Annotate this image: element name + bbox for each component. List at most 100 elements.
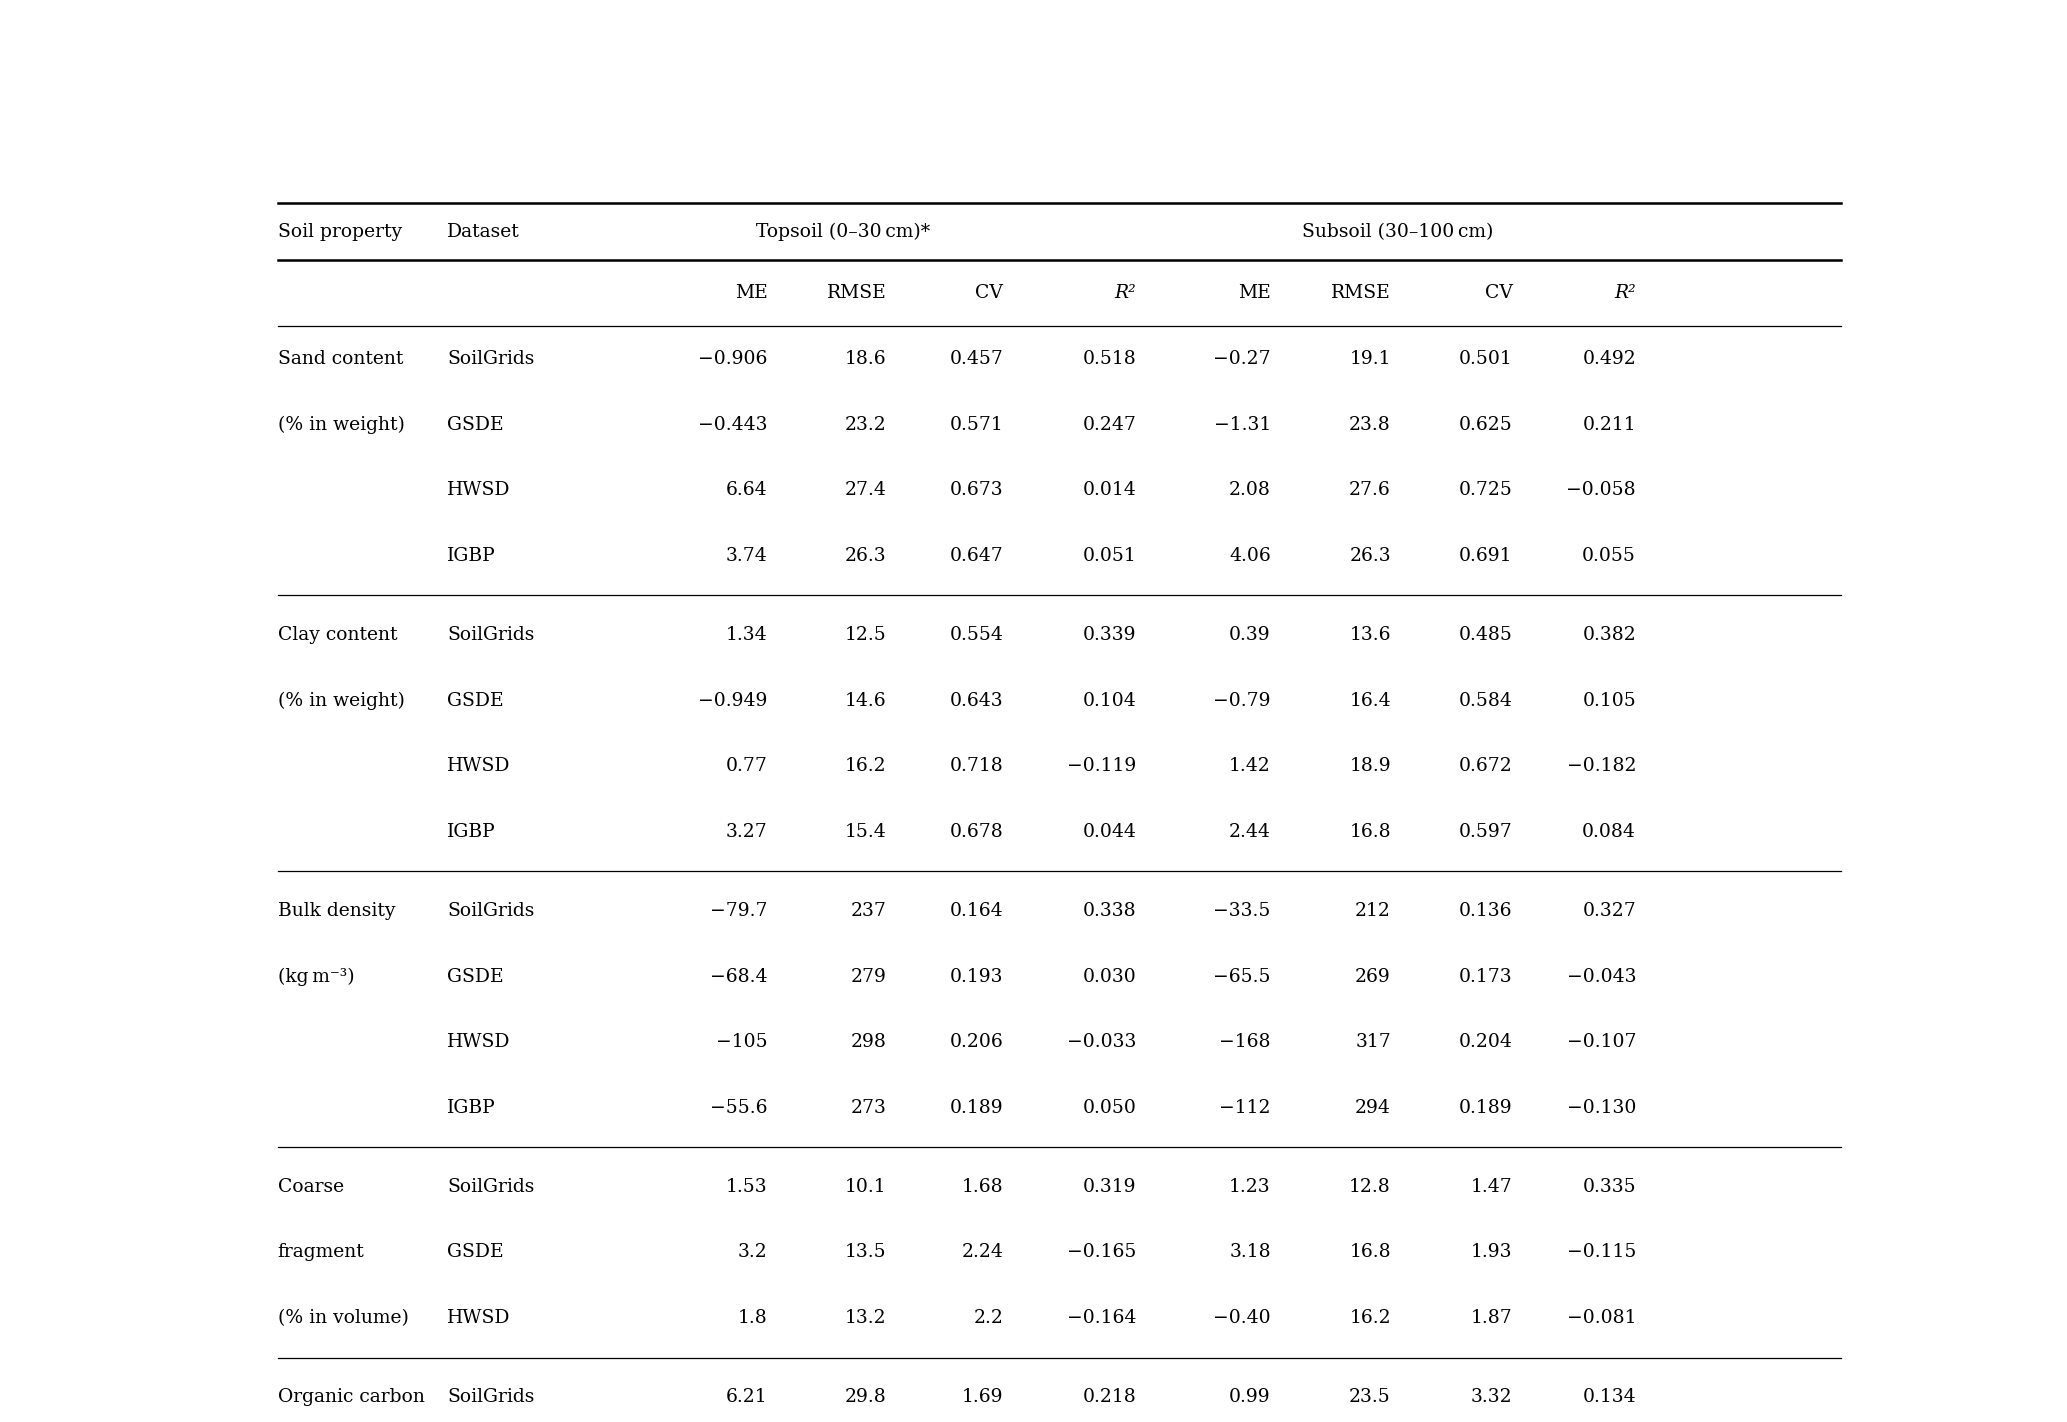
Text: 6.21: 6.21: [726, 1388, 767, 1406]
Text: Bulk density: Bulk density: [277, 902, 395, 920]
Text: Sand content: Sand content: [277, 350, 403, 368]
Text: HWSD: HWSD: [446, 758, 511, 775]
Text: 13.6: 13.6: [1350, 626, 1391, 644]
Text: ME: ME: [736, 284, 767, 303]
Text: 1.8: 1.8: [738, 1310, 767, 1327]
Text: 1.42: 1.42: [1230, 758, 1271, 775]
Text: −0.949: −0.949: [699, 691, 767, 710]
Text: 0.211: 0.211: [1583, 415, 1635, 434]
Text: 0.189: 0.189: [949, 1099, 1002, 1116]
Text: 0.055: 0.055: [1581, 547, 1635, 565]
Text: 27.4: 27.4: [845, 482, 887, 499]
Text: 0.518: 0.518: [1083, 350, 1137, 368]
Text: −105: −105: [715, 1034, 767, 1051]
Text: 0.189: 0.189: [1459, 1099, 1513, 1116]
Text: −168: −168: [1220, 1034, 1271, 1051]
Text: 16.2: 16.2: [845, 758, 887, 775]
Text: 0.247: 0.247: [1083, 415, 1137, 434]
Text: 6.64: 6.64: [726, 482, 767, 499]
Text: 0.218: 0.218: [1083, 1388, 1137, 1406]
Text: 1.47: 1.47: [1472, 1177, 1513, 1196]
Text: 273: 273: [850, 1099, 887, 1116]
Text: (% in weight): (% in weight): [277, 691, 405, 710]
Text: Coarse: Coarse: [277, 1177, 343, 1196]
Text: 0.173: 0.173: [1459, 967, 1513, 985]
Text: SoilGrids: SoilGrids: [446, 1388, 535, 1406]
Text: Topsoil (0–30 cm)*: Topsoil (0–30 cm)*: [757, 223, 930, 242]
Text: 0.193: 0.193: [949, 967, 1002, 985]
Text: (kg m⁻³): (kg m⁻³): [277, 967, 353, 985]
Text: −0.043: −0.043: [1567, 967, 1635, 985]
Text: 0.136: 0.136: [1459, 902, 1513, 920]
Text: 3.2: 3.2: [738, 1243, 767, 1261]
Text: 19.1: 19.1: [1350, 350, 1391, 368]
Text: 0.485: 0.485: [1459, 626, 1513, 644]
Text: 0.164: 0.164: [949, 902, 1002, 920]
Text: GSDE: GSDE: [446, 415, 504, 434]
Text: 0.625: 0.625: [1459, 415, 1513, 434]
Text: R²: R²: [1614, 284, 1635, 303]
Text: HWSD: HWSD: [446, 1034, 511, 1051]
Text: 16.2: 16.2: [1350, 1310, 1391, 1327]
Text: 2.44: 2.44: [1230, 823, 1271, 840]
Text: IGBP: IGBP: [446, 823, 496, 840]
Text: SoilGrids: SoilGrids: [446, 350, 535, 368]
Text: 0.084: 0.084: [1581, 823, 1635, 840]
Text: Subsoil (30–100 cm): Subsoil (30–100 cm): [1302, 223, 1492, 240]
Text: −0.182: −0.182: [1567, 758, 1635, 775]
Text: 1.93: 1.93: [1472, 1243, 1513, 1261]
Text: 16.4: 16.4: [1350, 691, 1391, 710]
Text: 1.87: 1.87: [1472, 1310, 1513, 1327]
Text: 23.2: 23.2: [845, 415, 887, 434]
Text: −0.165: −0.165: [1067, 1243, 1137, 1261]
Text: 294: 294: [1356, 1099, 1391, 1116]
Text: −1.31: −1.31: [1213, 415, 1271, 434]
Text: (% in volume): (% in volume): [277, 1310, 409, 1327]
Text: 0.678: 0.678: [949, 823, 1002, 840]
Text: 13.2: 13.2: [845, 1310, 887, 1327]
Text: 2.08: 2.08: [1230, 482, 1271, 499]
Text: 0.77: 0.77: [726, 758, 767, 775]
Text: GSDE: GSDE: [446, 691, 504, 710]
Text: 0.672: 0.672: [1459, 758, 1513, 775]
Text: 0.39: 0.39: [1230, 626, 1271, 644]
Text: 4.06: 4.06: [1230, 547, 1271, 565]
Text: −0.033: −0.033: [1067, 1034, 1137, 1051]
Text: 2.24: 2.24: [961, 1243, 1002, 1261]
Text: 0.99: 0.99: [1230, 1388, 1271, 1406]
Text: 0.597: 0.597: [1459, 823, 1513, 840]
Text: 1.69: 1.69: [961, 1388, 1002, 1406]
Text: −68.4: −68.4: [711, 967, 767, 985]
Text: 0.051: 0.051: [1083, 547, 1137, 565]
Text: 29.8: 29.8: [845, 1388, 887, 1406]
Text: RMSE: RMSE: [1331, 284, 1391, 303]
Text: 0.339: 0.339: [1083, 626, 1137, 644]
Text: ME: ME: [1238, 284, 1271, 303]
Text: −0.40: −0.40: [1213, 1310, 1271, 1327]
Text: 0.204: 0.204: [1459, 1034, 1513, 1051]
Text: −55.6: −55.6: [711, 1099, 767, 1116]
Text: 0.014: 0.014: [1083, 482, 1137, 499]
Text: 0.691: 0.691: [1459, 547, 1513, 565]
Text: 0.319: 0.319: [1083, 1177, 1137, 1196]
Text: 0.571: 0.571: [949, 415, 1002, 434]
Text: −0.79: −0.79: [1213, 691, 1271, 710]
Text: −0.130: −0.130: [1567, 1099, 1635, 1116]
Text: Clay content: Clay content: [277, 626, 397, 644]
Text: 3.32: 3.32: [1472, 1388, 1513, 1406]
Text: HWSD: HWSD: [446, 482, 511, 499]
Text: 27.6: 27.6: [1350, 482, 1391, 499]
Text: 1.34: 1.34: [726, 626, 767, 644]
Text: −0.27: −0.27: [1213, 350, 1271, 368]
Text: −0.443: −0.443: [699, 415, 767, 434]
Text: 0.554: 0.554: [949, 626, 1002, 644]
Text: 0.050: 0.050: [1083, 1099, 1137, 1116]
Text: 237: 237: [850, 902, 887, 920]
Text: 0.104: 0.104: [1083, 691, 1137, 710]
Text: CV: CV: [1484, 284, 1513, 303]
Text: SoilGrids: SoilGrids: [446, 902, 535, 920]
Text: −79.7: −79.7: [711, 902, 767, 920]
Text: 3.74: 3.74: [726, 547, 767, 565]
Text: −0.107: −0.107: [1567, 1034, 1635, 1051]
Text: 0.643: 0.643: [949, 691, 1002, 710]
